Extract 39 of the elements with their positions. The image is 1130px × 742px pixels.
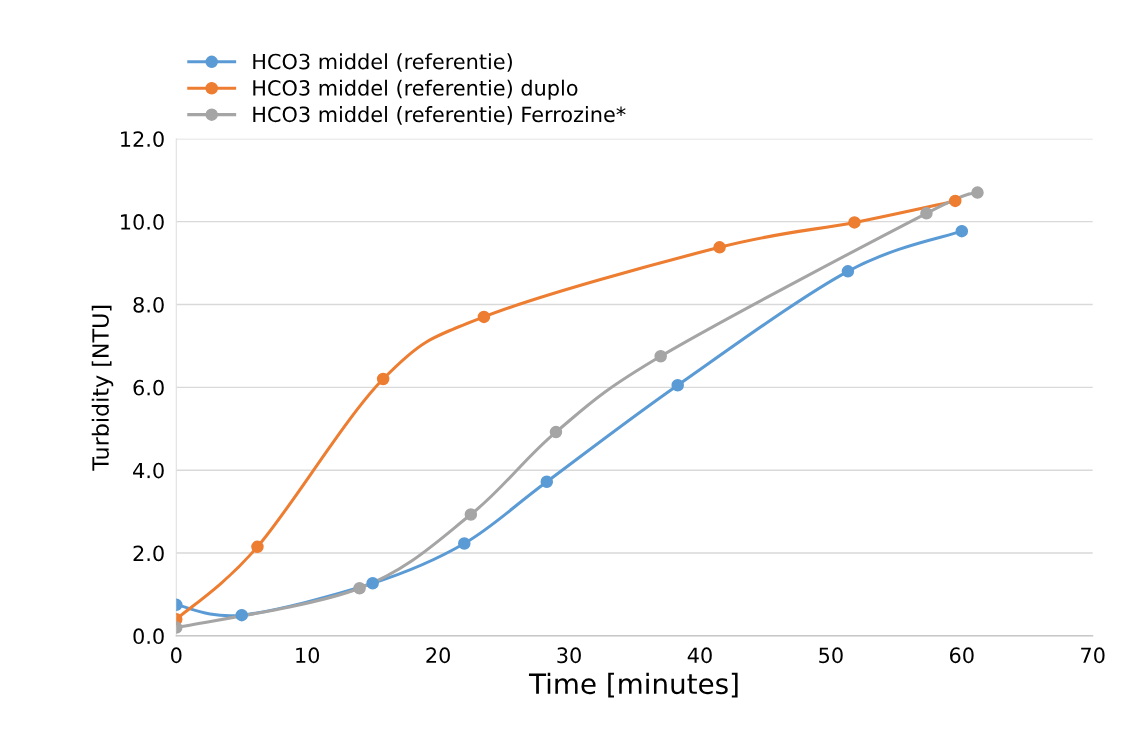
x-tick-label: 20: [426, 647, 450, 664]
x-tick-label: 60: [949, 647, 974, 664]
x-axis-title: Time [minutes]: [528, 672, 738, 698]
point: [376, 372, 390, 386]
y-tick-label: 6.0: [133, 379, 164, 396]
point: [477, 310, 491, 324]
point: [848, 216, 861, 229]
point: [955, 224, 969, 238]
point: [540, 475, 554, 489]
point: [671, 379, 684, 392]
point: [251, 540, 264, 554]
point: [353, 582, 366, 595]
y-tick-label: 0.0: [133, 628, 164, 645]
point: [654, 350, 667, 363]
y-tick-label: 2.0: [133, 545, 164, 562]
point: [841, 265, 855, 278]
y-tick-label: 12.0: [121, 131, 164, 147]
y-tick-label: 10.0: [121, 214, 164, 230]
x-tick-label: 10: [296, 647, 320, 664]
y-axis-title: Turbidity [NTU]: [91, 305, 114, 471]
legend-label: HCO3 middel (referentie) Ferrozine*: [253, 106, 626, 125]
point: [971, 186, 984, 199]
y-tick-label: 4.0: [133, 462, 164, 479]
x-tick-label: 0: [171, 647, 182, 664]
point: [366, 577, 379, 590]
legend-label: HCO3 middel (referentie): [253, 53, 512, 72]
x-tick-label: 50: [819, 647, 843, 664]
x-tick-label: 70: [1081, 647, 1105, 664]
point: [458, 537, 471, 550]
point: [464, 508, 478, 521]
x-tick-label: 30: [557, 647, 581, 664]
legend-label: HCO3 middel (referentie) duplo: [253, 79, 578, 100]
point: [920, 207, 933, 220]
point: [549, 425, 563, 439]
x-tick-label: 40: [687, 647, 712, 664]
point: [948, 194, 962, 208]
y-tick-label: 8.0: [133, 296, 164, 313]
point: [235, 608, 248, 622]
point: [713, 241, 726, 254]
